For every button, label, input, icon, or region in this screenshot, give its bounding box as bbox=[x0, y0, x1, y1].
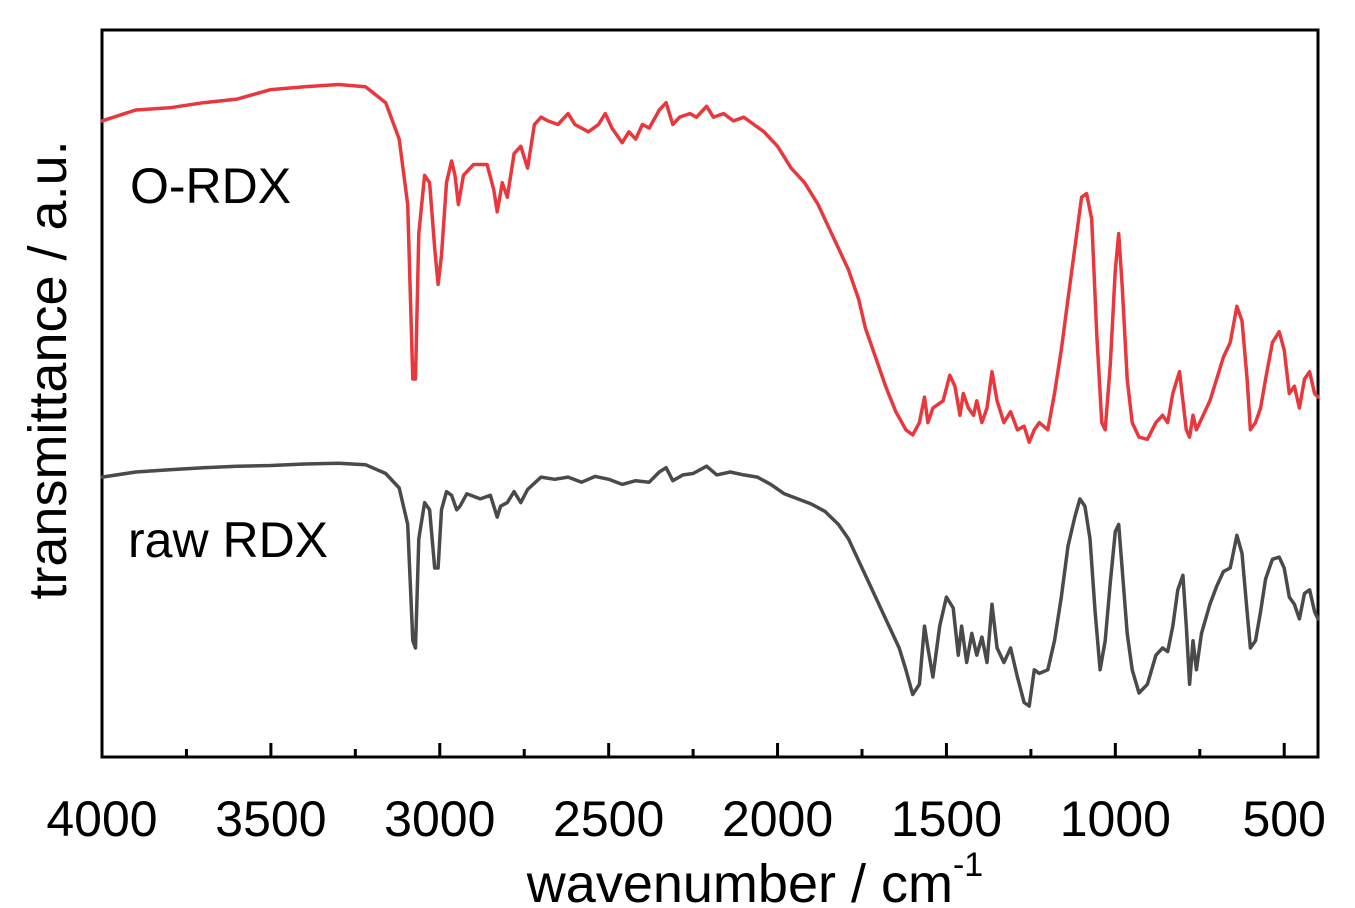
x-tick-label: 3500 bbox=[215, 791, 326, 847]
x-tick-label: 2500 bbox=[553, 791, 664, 847]
x-tick-label: 2000 bbox=[722, 791, 833, 847]
y-axis-title: transmittance / a.u. bbox=[18, 140, 78, 599]
series-line-raw-rdx bbox=[100, 461, 1320, 708]
x-tick-label: 1500 bbox=[891, 791, 1002, 847]
series-label-o-rdx: O-RDX bbox=[130, 158, 291, 214]
x-tick-label: 3000 bbox=[384, 791, 495, 847]
x-major-ticks bbox=[100, 743, 1286, 757]
x-tick-label: 4000 bbox=[46, 791, 157, 847]
x-axis-title: wavenumber / cm-1 bbox=[526, 846, 983, 908]
x-tick-label: 1000 bbox=[1060, 791, 1171, 847]
plot-frame bbox=[100, 28, 1320, 759]
series-line-o-rdx bbox=[100, 82, 1320, 444]
x-tick-labels: 4000 3500 3000 2500 2000 1500 1000 500 bbox=[46, 791, 1326, 847]
x-minor-ticks bbox=[184, 749, 1202, 757]
x-tick-label: 500 bbox=[1243, 791, 1326, 847]
series-lines bbox=[100, 82, 1320, 708]
x-axis-title-superscript: -1 bbox=[953, 846, 983, 884]
x-axis-title-text: wavenumber / cm bbox=[526, 854, 953, 908]
series-label-raw-rdx: raw RDX bbox=[128, 512, 328, 568]
